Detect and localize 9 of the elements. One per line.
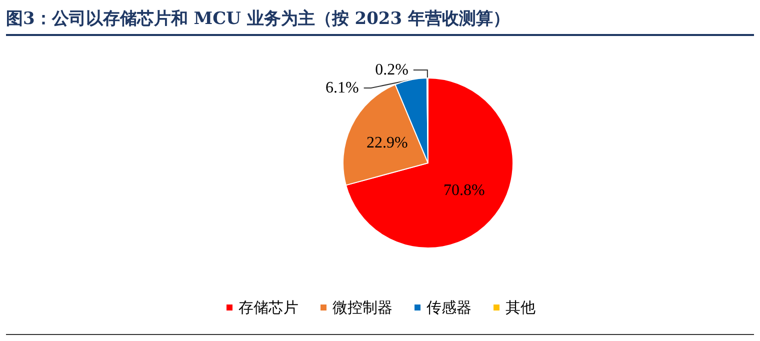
chart-title: 图3：公司以存储芯片和 MCU 业务为主（按 2023 年营收测算） (6, 4, 754, 36)
legend-label: 其他 (506, 298, 536, 316)
data-label: 0.2% (375, 62, 408, 78)
legend-label: 微控制器 (332, 298, 392, 316)
legend-label: 传感器 (426, 298, 472, 316)
data-label: 22.9% (366, 134, 408, 152)
data-label: 70.8% (443, 182, 485, 200)
data-label: 6.1% (325, 80, 359, 96)
legend-label: 存储芯片 (238, 298, 298, 316)
